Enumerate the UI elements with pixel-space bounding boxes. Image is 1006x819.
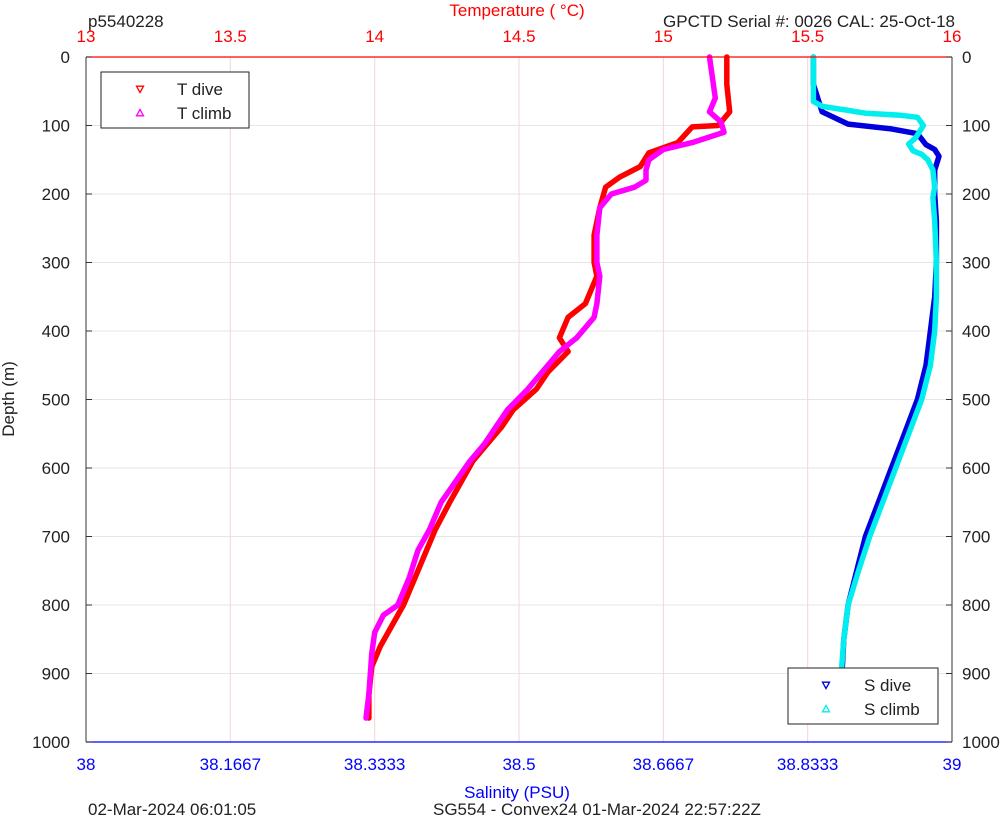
- temperature-tick-label: 16: [943, 27, 962, 46]
- temperature-tick-label: 15.5: [791, 27, 824, 46]
- legend-marker-icon: [821, 704, 831, 713]
- depth-tick-label-left: 700: [42, 528, 70, 547]
- legend-marker-icon: [135, 108, 145, 117]
- legend-marker-icon: [135, 85, 145, 94]
- profile-id: p5540228: [88, 12, 164, 31]
- temperature-legend-box: [100, 71, 250, 129]
- depth-tick-label-right: 500: [962, 391, 990, 410]
- temperature-tick-label: 15: [654, 27, 673, 46]
- salinity-tick-label: 38.8333: [777, 755, 838, 774]
- s-climb-line: [810, 54, 940, 721]
- salinity-axis-label: Salinity (PSU): [464, 783, 570, 802]
- depth-tick-label-left: 1000: [32, 733, 70, 752]
- depth-tick-label-left: 800: [42, 596, 70, 615]
- depth-tick-label-left: 300: [42, 254, 70, 273]
- depth-tick-label-right: 200: [962, 185, 990, 204]
- salinity-tick-label: 38: [77, 755, 96, 774]
- series-group: [363, 54, 942, 721]
- depth-tick-label-right: 0: [962, 48, 971, 67]
- temperature-tick-label: 14.5: [502, 27, 535, 46]
- depth-tick-label-right: 900: [962, 665, 990, 684]
- t-climb-line: [363, 54, 727, 721]
- depth-tick-label-right: 600: [962, 459, 990, 478]
- y-axis-label: Depth (m): [0, 361, 18, 437]
- depth-tick-label-left: 500: [42, 391, 70, 410]
- salinity-tick-label: 38.1667: [200, 755, 261, 774]
- tick-labels: 0 0 100 100 200 200 300 300 400 400 500 500 600 600 70…: [32, 27, 1000, 774]
- mission-text: SG554 - Convex24 01-Mar-2024 22:57:22Z: [433, 800, 761, 819]
- temperature-axis-label: Temperature ( °C): [449, 1, 584, 20]
- depth-tick-label-left: 900: [42, 665, 70, 684]
- temperature-tick-label: 13: [77, 27, 96, 46]
- depth-tick-label-left: 0: [61, 48, 70, 67]
- salinity-tick-label: 39: [943, 755, 962, 774]
- depth-tick-label-left: 100: [42, 117, 70, 136]
- temperature-tick-label: 14: [365, 27, 384, 46]
- temperature-tick-label: 13.5: [214, 27, 247, 46]
- plot-date: 02-Mar-2024 06:01:05: [88, 800, 256, 819]
- salinity-tick-label: 38.5: [502, 755, 535, 774]
- legend-label: T dive: [177, 80, 223, 99]
- depth-tick-label-right: 400: [962, 322, 990, 341]
- legend-label: T climb: [177, 104, 231, 123]
- salinity-tick-label: 38.6667: [633, 755, 694, 774]
- depth-tick-label-right: 1000: [962, 733, 1000, 752]
- serial-text: GPCTD Serial #: 0026 CAL: 25-Oct-18: [663, 12, 955, 31]
- salinity-tick-label: 38.3333: [344, 755, 405, 774]
- salinity-legend-box: [787, 667, 939, 725]
- salinity-legend: S dive S climb: [787, 667, 939, 725]
- temperature-legend: T dive T climb: [100, 71, 250, 129]
- t-dive-line: [366, 54, 733, 721]
- legend-marker-icon: [821, 681, 831, 690]
- depth-tick-label-left: 400: [42, 322, 70, 341]
- depth-tick-label-right: 700: [962, 528, 990, 547]
- legend-label: S climb: [864, 700, 920, 719]
- legend-label: S dive: [864, 676, 911, 695]
- depth-tick-label-left: 600: [42, 459, 70, 478]
- depth-tick-label-right: 800: [962, 596, 990, 615]
- depth-tick-label-right: 300: [962, 254, 990, 273]
- depth-tick-label-right: 100: [962, 117, 990, 136]
- depth-tick-label-left: 200: [42, 185, 70, 204]
